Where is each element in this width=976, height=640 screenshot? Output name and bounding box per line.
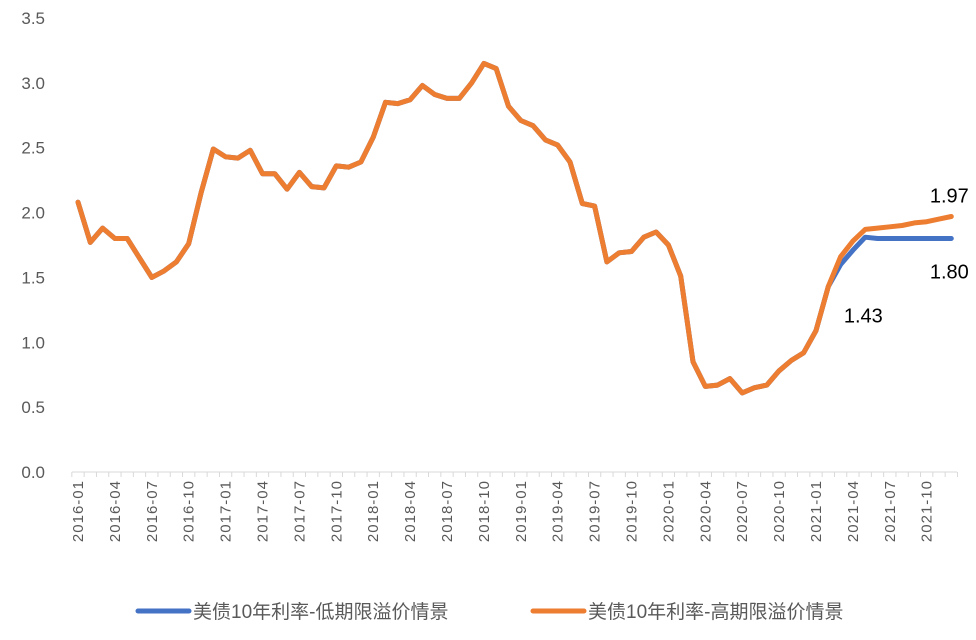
x-tick-label: 2021-01 (808, 480, 825, 542)
x-tick-label: 2021-04 (845, 480, 862, 542)
x-tick-label: 2019-04 (550, 480, 567, 542)
legend: 美债10年利率-低期限溢价情景 美债10年利率-高期限溢价情景 (135, 601, 843, 623)
x-tick-label: 2020-01 (660, 480, 677, 542)
x-tick-label: 2018-04 (402, 480, 419, 542)
y-tick-label: 3.5 (21, 9, 45, 28)
legend-label-low: 美债10年利率-低期限溢价情景 (193, 601, 448, 623)
x-tick-label: 2017-01 (218, 480, 235, 542)
legend-label-high: 美债10年利率-高期限溢价情景 (588, 601, 843, 623)
x-tick-label: 2020-04 (697, 480, 714, 542)
x-tick-label: 2021-10 (919, 480, 936, 542)
x-tick-label: 2019-01 (513, 480, 530, 542)
data-label: 1.80 (930, 262, 969, 284)
x-tick-label: 2017-04 (255, 480, 272, 542)
y-tick-label: 0.5 (21, 398, 45, 417)
x-tick-label: 2016-07 (144, 480, 161, 542)
data-labels: 1.43 1.97 1.80 (844, 185, 969, 327)
x-tick-label: 2016-01 (70, 480, 87, 542)
y-tick-label: 0.0 (21, 463, 45, 482)
y-tick-label: 2.5 (21, 139, 45, 158)
x-tick-label: 2021-07 (882, 480, 899, 542)
x-tick-label: 2017-07 (291, 480, 308, 542)
data-label: 1.43 (844, 306, 883, 328)
x-tick-label: 2018-01 (365, 480, 382, 542)
x-tick-label: 2016-04 (107, 480, 124, 542)
y-tick-label: 1.0 (21, 333, 45, 352)
y-tick-label: 1.5 (21, 268, 45, 287)
data-label: 1.97 (930, 185, 969, 207)
series-line-high (75, 60, 954, 396)
x-tick-label: 2019-07 (587, 480, 604, 542)
x-axis: 2016-01 2016-04 2016-07 2016-10 2017-01 2017-… (70, 472, 958, 542)
x-tick-label: 2019-10 (624, 480, 641, 542)
x-tick-label: 2020-07 (734, 480, 751, 542)
y-axis: 0.0 0.5 1.0 1.5 2.0 2.5 3.0 3.5 (21, 9, 45, 482)
x-tick-label: 2018-10 (476, 480, 493, 542)
series-lines (75, 60, 954, 396)
y-tick-label: 3.0 (21, 74, 45, 93)
x-tick-label: 2016-10 (181, 480, 198, 542)
x-tick-label: 2018-07 (439, 480, 456, 542)
x-tick-label: 2017-10 (328, 480, 345, 542)
y-tick-label: 2.0 (21, 204, 45, 223)
x-tick-label: 2020-10 (771, 480, 788, 542)
